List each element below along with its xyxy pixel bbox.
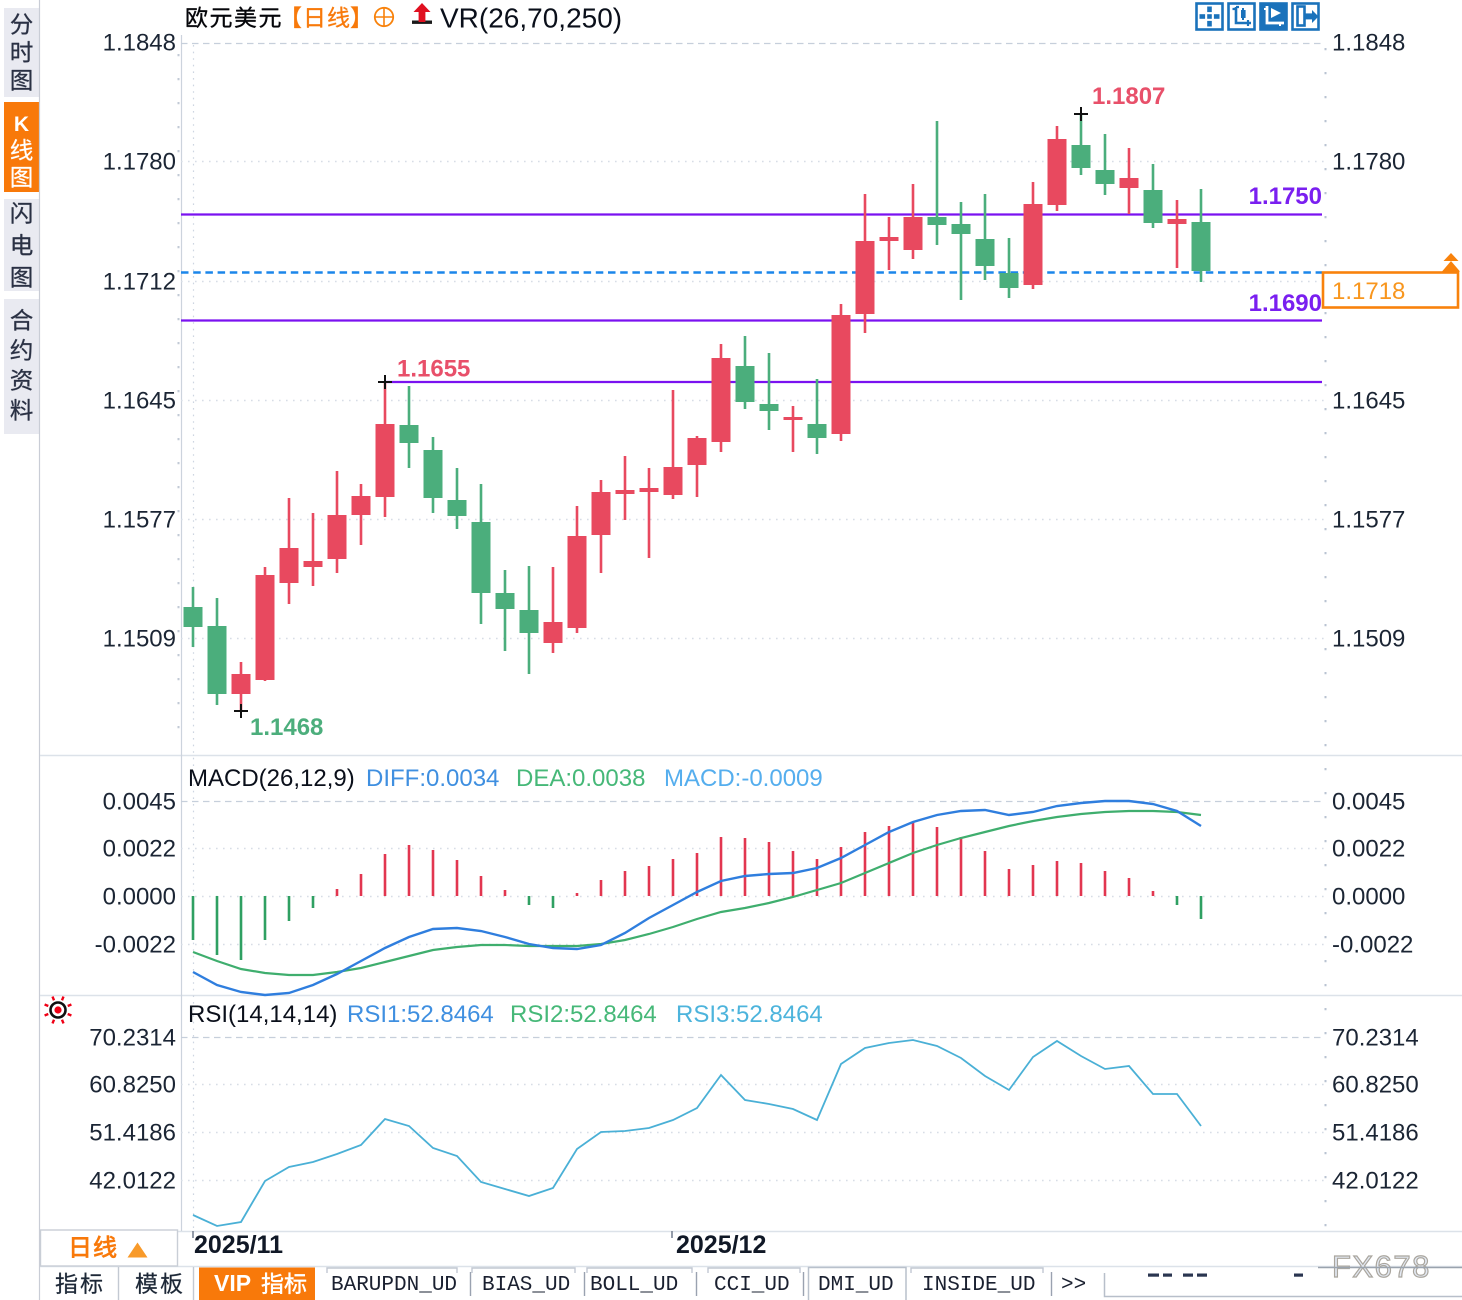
svg-text:70.2314: 70.2314	[1332, 1025, 1419, 1052]
svg-text:MACD:-0.0009: MACD:-0.0009	[664, 765, 823, 792]
svg-text:60.8250: 60.8250	[89, 1072, 176, 1099]
svg-text:INSIDE_UD: INSIDE_UD	[922, 1274, 1035, 1297]
svg-text:0.0000: 0.0000	[103, 884, 176, 911]
svg-text:1.1645: 1.1645	[1332, 388, 1405, 415]
svg-text:1.1780: 1.1780	[103, 149, 176, 176]
svg-text:1.1577: 1.1577	[103, 507, 176, 534]
svg-text:1.1577: 1.1577	[1332, 507, 1405, 534]
svg-text:RSI1:52.8464: RSI1:52.8464	[347, 1001, 494, 1028]
svg-text:RSI2:52.8464: RSI2:52.8464	[510, 1001, 657, 1028]
svg-text:MACD(26,12,9): MACD(26,12,9)	[188, 765, 355, 792]
svg-text:2025/12: 2025/12	[676, 1231, 766, 1259]
svg-text:60.8250: 60.8250	[1332, 1072, 1419, 1099]
svg-text:VIP: VIP	[214, 1270, 251, 1296]
svg-text:DIFF:0.0034: DIFF:0.0034	[366, 765, 499, 792]
svg-text:1.1645: 1.1645	[103, 388, 176, 415]
svg-text:0.0022: 0.0022	[103, 836, 176, 863]
svg-text:VR(26,70,250): VR(26,70,250)	[440, 3, 622, 34]
svg-text:DEA:0.0038: DEA:0.0038	[516, 765, 645, 792]
svg-text:0.0000: 0.0000	[1332, 884, 1405, 911]
svg-text:0.0045: 0.0045	[1332, 789, 1405, 816]
svg-text:1.1712: 1.1712	[103, 269, 176, 296]
svg-text:RSI3:52.8464: RSI3:52.8464	[676, 1001, 823, 1028]
svg-text:-0.0022: -0.0022	[1332, 932, 1413, 959]
svg-text:FX678: FX678	[1332, 1249, 1431, 1284]
svg-text:BIAS_UD: BIAS_UD	[482, 1274, 570, 1297]
svg-text:70.2314: 70.2314	[89, 1025, 176, 1052]
svg-text:1.1848: 1.1848	[103, 30, 176, 57]
svg-text:1.1655: 1.1655	[397, 356, 470, 383]
svg-text:RSI(14,14,14): RSI(14,14,14)	[188, 1001, 337, 1028]
svg-text:1.1690: 1.1690	[1249, 290, 1322, 317]
svg-text:0.0022: 0.0022	[1332, 836, 1405, 863]
svg-text:51.4186: 51.4186	[89, 1120, 176, 1147]
svg-text:0.0045: 0.0045	[103, 789, 176, 816]
svg-text:42.0122: 42.0122	[1332, 1168, 1419, 1195]
svg-text:1.1780: 1.1780	[1332, 149, 1405, 176]
svg-text:1.1509: 1.1509	[103, 626, 176, 653]
svg-text:BARUPDN_UD: BARUPDN_UD	[331, 1274, 457, 1297]
svg-text:1.1807: 1.1807	[1092, 83, 1165, 110]
svg-text:DMI_UD: DMI_UD	[818, 1274, 894, 1297]
svg-text:K: K	[14, 113, 29, 136]
svg-text:42.0122: 42.0122	[89, 1168, 176, 1195]
svg-text:1.1509: 1.1509	[1332, 626, 1405, 653]
svg-text:>>: >>	[1061, 1274, 1086, 1297]
svg-text:1.1468: 1.1468	[250, 714, 323, 741]
svg-text:-0.0022: -0.0022	[95, 932, 176, 959]
svg-text:1.1750: 1.1750	[1249, 183, 1322, 210]
svg-text:CCI_UD: CCI_UD	[714, 1274, 790, 1297]
svg-text:2025/11: 2025/11	[194, 1231, 283, 1259]
svg-text:1.1718: 1.1718	[1332, 278, 1405, 305]
svg-text:51.4186: 51.4186	[1332, 1120, 1419, 1147]
svg-text:1.1848: 1.1848	[1332, 30, 1405, 57]
svg-text:BOLL_UD: BOLL_UD	[590, 1274, 678, 1297]
